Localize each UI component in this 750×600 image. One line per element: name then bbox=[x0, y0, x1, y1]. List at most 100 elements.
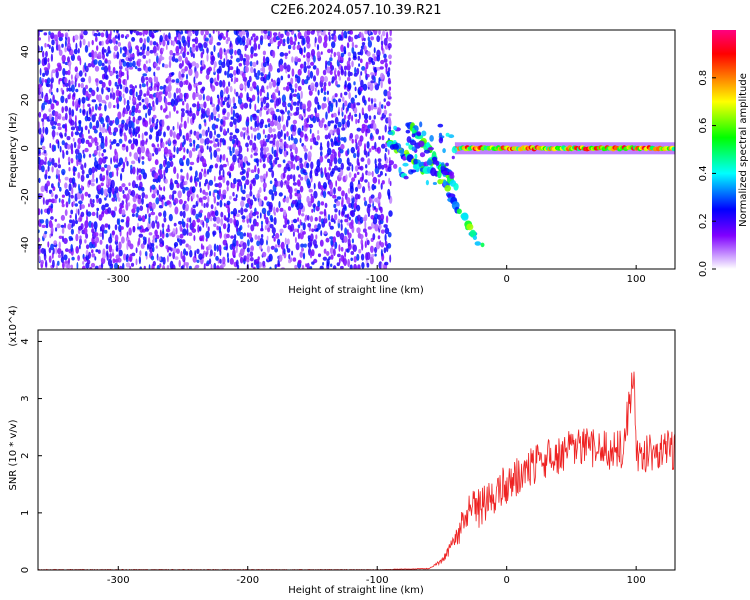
noise-blob bbox=[104, 49, 107, 53]
noise-blob bbox=[186, 172, 189, 181]
noise-blob bbox=[270, 134, 274, 138]
noise-blob bbox=[203, 101, 207, 109]
noise-blob bbox=[344, 100, 348, 107]
noise-blob bbox=[357, 24, 360, 30]
noise-blob bbox=[145, 66, 149, 74]
noise-blob bbox=[158, 212, 162, 217]
noise-blob bbox=[301, 78, 305, 86]
noise-blob bbox=[93, 129, 98, 134]
noise-blob bbox=[256, 240, 261, 247]
noise-blob bbox=[208, 190, 212, 197]
noise-blob bbox=[128, 182, 131, 186]
noise-blob bbox=[66, 263, 71, 269]
noise-blob bbox=[250, 36, 253, 41]
noise-blob bbox=[266, 235, 269, 241]
noise-blob bbox=[101, 46, 105, 55]
noise-blob bbox=[130, 143, 135, 150]
noise-blob bbox=[364, 30, 368, 35]
noise-blob bbox=[246, 92, 249, 101]
noise-blob bbox=[374, 205, 376, 210]
noise-blob bbox=[207, 195, 210, 204]
noise-blob bbox=[56, 223, 61, 229]
noise-blob bbox=[181, 218, 184, 225]
noise-blob bbox=[148, 134, 153, 140]
noise-blob bbox=[88, 135, 92, 139]
noise-blob bbox=[357, 264, 361, 269]
feature-blob bbox=[411, 133, 416, 138]
noise-blob bbox=[229, 121, 234, 128]
noise-blob bbox=[272, 113, 277, 121]
noise-blob bbox=[39, 193, 44, 198]
noise-blob bbox=[239, 231, 244, 240]
noise-blob bbox=[60, 95, 65, 104]
noise-blob bbox=[338, 209, 341, 216]
noise-blob bbox=[387, 231, 392, 238]
noise-blob bbox=[229, 132, 233, 136]
noise-blob bbox=[343, 114, 347, 120]
noise-blob bbox=[174, 256, 179, 260]
noise-blob bbox=[292, 101, 297, 106]
noise-blob bbox=[235, 194, 238, 199]
noise-blob bbox=[279, 109, 284, 114]
noise-blob bbox=[380, 248, 383, 257]
noise-blob bbox=[219, 164, 224, 171]
noise-blob bbox=[148, 117, 152, 125]
noise-blob bbox=[349, 132, 354, 139]
noise-blob bbox=[88, 106, 92, 115]
noise-blob bbox=[205, 30, 209, 36]
feature-blob bbox=[445, 132, 450, 137]
noise-blob bbox=[60, 134, 64, 139]
noise-blob bbox=[194, 82, 199, 87]
feature-blob bbox=[412, 164, 419, 170]
noise-blob bbox=[285, 196, 290, 204]
noise-blob bbox=[344, 218, 349, 223]
noise-blob bbox=[262, 55, 266, 64]
noise-blob bbox=[135, 258, 138, 266]
noise-blob bbox=[294, 33, 297, 38]
snr-x-tick-label: -200 bbox=[236, 575, 259, 586]
noise-blob bbox=[161, 119, 165, 128]
noise-blob bbox=[114, 81, 118, 87]
noise-blob bbox=[146, 86, 149, 94]
noise-blob bbox=[252, 61, 257, 68]
noise-blob bbox=[168, 252, 172, 257]
noise-blob bbox=[380, 206, 383, 214]
noise-blob bbox=[299, 137, 302, 144]
noise-blob bbox=[299, 185, 304, 193]
noise-blob bbox=[96, 30, 99, 33]
noise-blob bbox=[44, 156, 48, 163]
noise-blob bbox=[381, 30, 386, 37]
noise-blob bbox=[322, 190, 327, 199]
noise-blob bbox=[106, 164, 111, 171]
noise-blob bbox=[181, 161, 184, 167]
noise-blob bbox=[208, 146, 212, 153]
noise-blob bbox=[207, 126, 210, 133]
noise-blob bbox=[39, 76, 42, 85]
noise-blob bbox=[91, 249, 94, 254]
noise-blob bbox=[273, 206, 276, 215]
noise-blob bbox=[270, 24, 272, 30]
noise-blob bbox=[230, 106, 233, 115]
noise-blob bbox=[310, 82, 315, 91]
noise-blob bbox=[379, 66, 384, 70]
noise-blob bbox=[334, 213, 338, 221]
noise-blob bbox=[222, 163, 227, 168]
noise-blob bbox=[354, 165, 359, 172]
noise-blob bbox=[61, 140, 65, 146]
snr-marks bbox=[38, 371, 675, 570]
noise-blob bbox=[332, 265, 337, 269]
noise-blob bbox=[98, 151, 101, 157]
noise-blob bbox=[333, 30, 336, 35]
noise-blob bbox=[325, 172, 331, 181]
noise-blob bbox=[334, 151, 337, 158]
noise-blob bbox=[133, 152, 138, 160]
noise-blob bbox=[238, 145, 243, 154]
noise-blob bbox=[110, 30, 112, 37]
feature-blob bbox=[403, 175, 409, 180]
noise-blob bbox=[306, 65, 311, 69]
noise-blob bbox=[121, 209, 126, 216]
noise-blob bbox=[155, 30, 159, 33]
noise-blob bbox=[178, 41, 182, 50]
noise-blob bbox=[363, 37, 366, 42]
